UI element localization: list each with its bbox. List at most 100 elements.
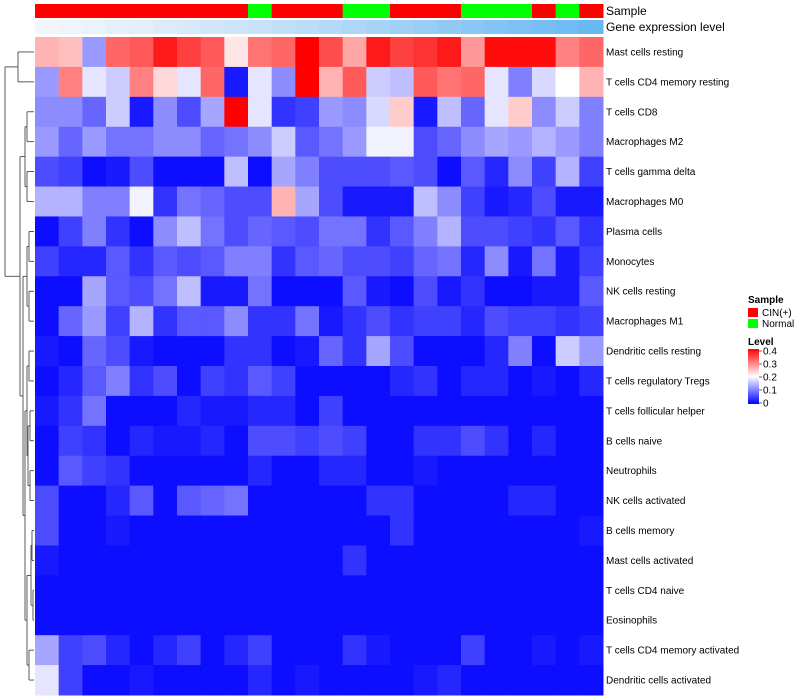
heatmap-cell-20-22 — [555, 635, 580, 666]
heatmap-cell-19-4 — [129, 605, 154, 636]
heatmap-cell-21-14 — [366, 665, 391, 696]
heatmap-cell-5-16 — [413, 186, 438, 217]
heatmap-cell-13-16 — [413, 425, 438, 457]
heatmap-cell-0-20 — [508, 37, 533, 68]
legend-tick-label: 0.1 — [763, 386, 777, 397]
heatmap-cell-17-14 — [366, 545, 391, 576]
heatmap-cell-4-7 — [200, 156, 225, 188]
heatmap-cell-16-4 — [129, 515, 154, 546]
heatmap-cell-9-3 — [106, 306, 131, 337]
heatmap-cell-9-4 — [129, 306, 154, 337]
heatmap-cell-2-12 — [319, 96, 344, 128]
row-label: Eosinophils — [606, 616, 657, 627]
heatmap-cell-5-19 — [484, 186, 509, 217]
heatmap-cell-13-19 — [484, 425, 509, 457]
annotation-cell-0-10 — [271, 4, 296, 18]
heatmap-cell-16-19 — [484, 515, 509, 546]
heatmap-cell-17-21 — [532, 545, 557, 576]
heatmap-cell-17-5 — [153, 545, 178, 576]
annotation-cell-0-3 — [106, 4, 131, 18]
heatmap-cell-11-23 — [579, 366, 604, 397]
heatmap-cell-3-0 — [35, 126, 60, 158]
heatmap-cell-21-6 — [177, 665, 202, 696]
heatmap-cell-8-21 — [532, 276, 557, 307]
heatmap-cell-13-22 — [555, 425, 580, 457]
heatmap-cell-21-3 — [106, 665, 131, 696]
heatmap-cell-2-19 — [484, 96, 509, 128]
heatmap-cell-11-16 — [413, 366, 438, 397]
heatmap-cell-17-20 — [508, 545, 533, 576]
heatmap-cell-21-15 — [390, 665, 415, 696]
heatmap-cell-12-12 — [319, 395, 344, 427]
heatmap-cell-20-19 — [484, 635, 509, 666]
heatmap-cell-20-12 — [319, 635, 344, 666]
heatmap-cell-5-0 — [35, 186, 60, 217]
annotation-cell-1-4 — [129, 20, 154, 34]
heatmap-cell-18-15 — [390, 575, 415, 606]
heatmap-cell-6-9 — [248, 216, 273, 247]
heatmap-cell-18-22 — [555, 575, 580, 606]
heatmap-cell-9-1 — [58, 306, 83, 337]
heatmap-cell-20-3 — [106, 635, 131, 666]
heatmap-cell-19-12 — [319, 605, 344, 636]
annotation-cell-1-20 — [508, 20, 533, 34]
heatmap-cell-7-3 — [106, 246, 131, 277]
heatmap-cell-5-18 — [461, 186, 486, 217]
heatmap-cell-21-7 — [200, 665, 225, 696]
heatmap-cell-12-18 — [461, 395, 486, 427]
heatmap-cell-5-4 — [129, 186, 154, 217]
legend-swatch-cin — [748, 308, 758, 317]
heatmap-cell-17-7 — [200, 545, 225, 576]
heatmap-cell-13-23 — [579, 425, 604, 457]
legend-tick-label: 0.3 — [763, 360, 777, 371]
heatmap-cell-18-6 — [177, 575, 202, 606]
heatmap-cell-19-21 — [532, 605, 557, 636]
heatmap-cell-8-5 — [153, 276, 178, 307]
heatmap-cell-7-7 — [200, 246, 225, 277]
heatmap-cell-16-12 — [319, 515, 344, 546]
heatmap-cell-2-5 — [153, 96, 178, 128]
heatmap-cell-11-0 — [35, 366, 60, 397]
heatmap-cell-21-17 — [437, 665, 462, 696]
heatmap-cell-4-22 — [555, 156, 580, 188]
heatmap-cell-13-10 — [271, 425, 296, 457]
heatmap-cell-3-3 — [106, 126, 131, 158]
heatmap-cell-3-22 — [555, 126, 580, 158]
heatmap-cell-21-21 — [532, 665, 557, 696]
heatmap-cell-16-17 — [437, 515, 462, 546]
heatmap-cell-1-11 — [295, 66, 320, 98]
heatmap-cell-20-17 — [437, 635, 462, 666]
heatmap-cell-12-4 — [129, 395, 154, 427]
heatmap-cell-20-16 — [413, 635, 438, 666]
heatmap-cell-19-8 — [224, 605, 249, 636]
heatmap-cell-13-20 — [508, 425, 533, 457]
annotation-cell-0-0 — [35, 4, 60, 18]
heatmap-cell-5-22 — [555, 186, 580, 217]
heatmap-cell-0-12 — [319, 37, 344, 68]
heatmap-cell-8-20 — [508, 276, 533, 307]
heatmap-cell-19-3 — [106, 605, 131, 636]
heatmap-cell-20-5 — [153, 635, 178, 666]
heatmap-cell-7-4 — [129, 246, 154, 277]
heatmap-cell-12-19 — [484, 395, 509, 427]
heatmap-cell-15-9 — [248, 485, 273, 517]
heatmap-cell-18-20 — [508, 575, 533, 606]
heatmap-cell-9-8 — [224, 306, 249, 337]
heatmap-cell-0-8 — [224, 37, 249, 68]
heatmap-cell-10-19 — [484, 336, 509, 367]
heatmap-cell-7-8 — [224, 246, 249, 277]
heatmap-cell-16-10 — [271, 515, 296, 546]
annotation-cell-1-23 — [579, 20, 604, 34]
annotation-cell-0-6 — [177, 4, 202, 18]
heatmap-cell-4-2 — [82, 156, 107, 188]
heatmap-cell-14-19 — [484, 455, 509, 487]
heatmap-cell-14-3 — [106, 455, 131, 487]
annotation-cell-0-5 — [153, 4, 178, 18]
row-label: NK cells resting — [606, 287, 675, 298]
heatmap-cell-6-3 — [106, 216, 131, 247]
heatmap-cell-14-0 — [35, 455, 60, 487]
legend: Sample CIN(+) Normal Level 0.4 0.3 0.2 0.1 0 — [748, 295, 794, 410]
heatmap-cell-4-19 — [484, 156, 509, 188]
heatmap-cell-3-17 — [437, 126, 462, 158]
